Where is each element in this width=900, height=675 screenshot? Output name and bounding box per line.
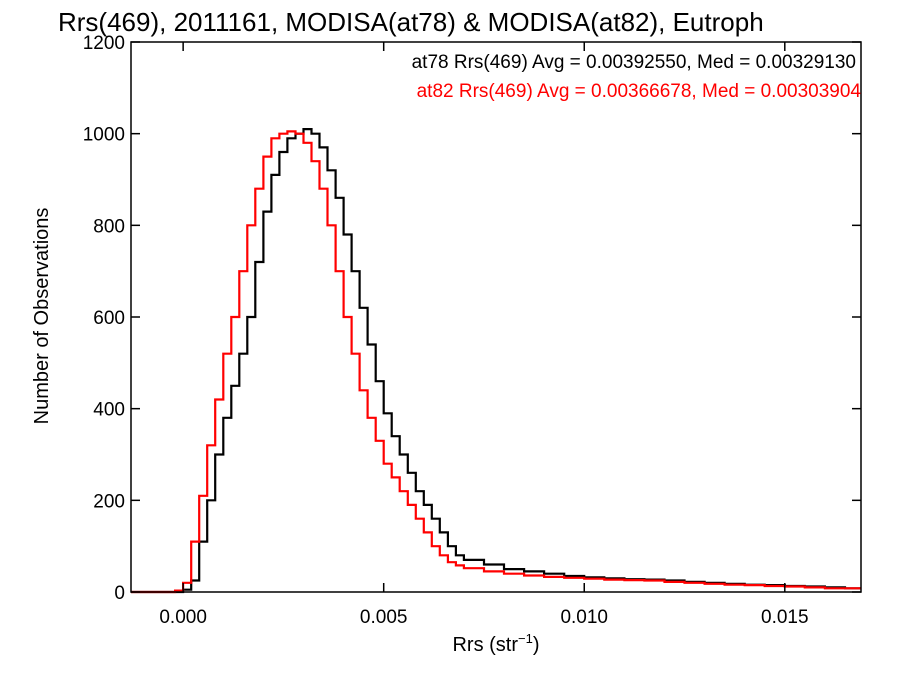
x-tick-label: 0.000 bbox=[159, 607, 207, 628]
y-tick-label: 1000 bbox=[83, 125, 125, 146]
series-line-at82 bbox=[131, 130, 861, 594]
series-layer bbox=[131, 128, 861, 594]
y-tick-label: 400 bbox=[93, 400, 125, 421]
x-tick-label: 0.015 bbox=[761, 607, 809, 628]
y-tick-label: 0 bbox=[114, 583, 125, 604]
x-axis-label-end: ) bbox=[533, 634, 540, 656]
legend-entry-at78: at78 Rrs(469) Avg = 0.00392550, Med = 0.… bbox=[412, 52, 856, 73]
legend-entry-at82: at82 Rrs(469) Avg = 0.00366678, Med = 0.… bbox=[417, 81, 862, 102]
y-tick-label: 800 bbox=[93, 216, 125, 237]
x-tick-label: 0.005 bbox=[360, 607, 408, 628]
series-line-at78 bbox=[131, 128, 861, 594]
y-tick-label: 200 bbox=[93, 491, 125, 512]
y-axis-label: Number of Observations bbox=[31, 208, 53, 425]
x-axis-label-main: Rrs (str bbox=[452, 634, 518, 656]
y-tick-label: 1200 bbox=[83, 33, 125, 54]
x-axis-label: Rrs (str−1) bbox=[452, 631, 539, 656]
y-tick-label: 600 bbox=[93, 308, 125, 329]
x-tick-label: 0.010 bbox=[560, 607, 608, 628]
ticks-layer: 0.000 0.005 0.010 0.015 0 200 400 600 800 1000 120… bbox=[83, 33, 861, 628]
x-axis-label-superscript: −1 bbox=[518, 631, 533, 646]
chart-title: Rrs(469), 2011161, MODISA(at78) & MODISA… bbox=[58, 7, 764, 37]
